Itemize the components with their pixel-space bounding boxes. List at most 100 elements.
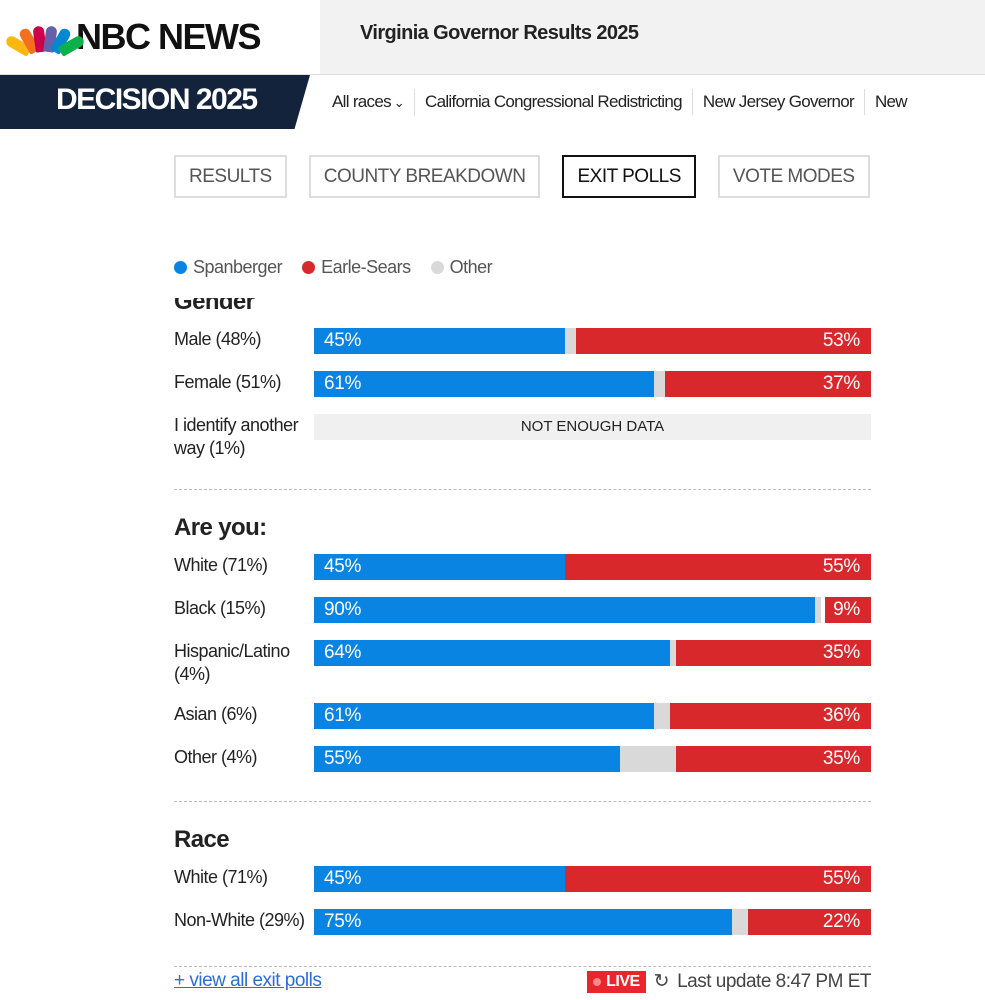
legend-label: Spanberger xyxy=(193,257,283,277)
spanberger-segment: 45% xyxy=(314,328,565,354)
spanberger-value: 45% xyxy=(324,330,362,351)
spanberger-value: 64% xyxy=(324,642,362,663)
brand-name: NBC NEWS xyxy=(76,16,262,57)
nav-items: All races ⌄ California Congressional Redi… xyxy=(322,75,908,129)
live-label: LIVE xyxy=(606,972,640,990)
tab-county-breakdown[interactable]: COUNTY BREAKDOWN xyxy=(308,155,541,198)
peacock-icon xyxy=(4,22,86,57)
spanberger-segment: 61% xyxy=(314,371,654,397)
result-bar: NOT ENOUGH DATA xyxy=(314,414,871,440)
top-header: NBC NEWS Virginia Governor Results 2025 xyxy=(0,0,985,74)
earle-sears-value: 9% xyxy=(833,599,860,620)
spanberger-segment: 64% xyxy=(314,640,671,666)
earle-sears-value: 55% xyxy=(822,556,860,577)
live-dot-icon xyxy=(593,977,602,986)
row-label: Other (4%) xyxy=(174,747,258,767)
legend-item: Spanberger xyxy=(174,257,283,278)
nav-item[interactable]: New xyxy=(874,92,908,111)
footer: + view all exit polls LIVE ↻ Last update… xyxy=(174,966,871,996)
earle-sears-segment: 22% xyxy=(748,909,871,935)
earle-sears-segment: 37% xyxy=(664,371,871,397)
tab-results[interactable]: RESULTS xyxy=(174,155,287,198)
result-bar: 45% 55% xyxy=(314,554,871,580)
poll-row: Female (51%) 61% 37% xyxy=(174,371,871,397)
legend-item: Earle-Sears xyxy=(302,257,411,278)
row-label: White (71%) xyxy=(174,867,268,887)
legend-dot-icon xyxy=(430,261,444,274)
result-bar: 61% 37% xyxy=(314,371,871,397)
row-label: I identify another way (1%) xyxy=(174,415,299,458)
earle-sears-segment: 55% xyxy=(564,554,871,580)
tab-exit-polls[interactable]: EXIT POLLS xyxy=(562,155,696,198)
tab-bar: RESULTS COUNTY BREAKDOWN EXIT POLLS VOTE MO… xyxy=(174,155,870,198)
result-bar: 61% 36% xyxy=(314,703,871,729)
row-label: Asian (6%) xyxy=(174,704,258,724)
result-bar: 75% 22% xyxy=(314,909,871,935)
nav-item[interactable]: New Jersey Governor xyxy=(693,89,865,115)
earle-sears-segment: 55% xyxy=(564,866,871,892)
spanberger-value: 90% xyxy=(324,599,362,620)
earle-sears-segment: 35% xyxy=(676,746,871,772)
poll-row: Asian (6%) 61% 36% xyxy=(174,703,871,729)
spanberger-value: 75% xyxy=(324,911,362,932)
result-bar: 45% 55% xyxy=(314,866,871,892)
earle-sears-value: 22% xyxy=(822,911,860,932)
earle-sears-value: 53% xyxy=(822,330,860,351)
spanberger-segment: 45% xyxy=(314,554,565,580)
poll-row: White (71%) 45% 55% xyxy=(174,554,871,580)
earle-sears-value: 55% xyxy=(822,868,860,889)
update-status: LIVE ↻ Last update 8:47 PM ET xyxy=(587,970,871,993)
earle-sears-segment: 9% xyxy=(820,597,871,623)
result-bar: 90% 9% xyxy=(314,597,871,623)
refresh-icon[interactable]: ↻ xyxy=(653,971,670,992)
poll-row: Male (48%) 45% 53% xyxy=(174,328,871,354)
spanberger-value: 45% xyxy=(324,868,362,889)
exit-poll-group: Race White (71%) 45% 55% Non-White (29%) 75% 2… xyxy=(174,824,871,943)
earle-sears-value: 36% xyxy=(822,705,860,726)
spanberger-segment: 45% xyxy=(314,866,565,892)
group-title: Gender xyxy=(174,298,255,315)
spanberger-segment: 55% xyxy=(314,746,621,772)
spanberger-value: 61% xyxy=(324,705,362,726)
nbc-news-logo[interactable]: NBC NEWS xyxy=(0,0,320,74)
other-segment xyxy=(564,328,576,354)
legend-label: Earle-Sears xyxy=(321,257,411,277)
spanberger-segment: 90% xyxy=(314,597,816,623)
legend-item: Other xyxy=(430,257,493,278)
view-all-exit-polls-link[interactable]: + view all exit polls xyxy=(174,970,322,991)
spanberger-segment: 61% xyxy=(314,703,654,729)
group-title: Are you: xyxy=(174,514,267,541)
group-title: Race xyxy=(174,826,230,853)
row-label: Black (15%) xyxy=(174,598,266,618)
nav-bar: DECISION 2025 All races ⌄ California Cong… xyxy=(0,74,985,129)
poll-row: Non-White (29%) 75% 22% xyxy=(174,909,871,935)
nav-item[interactable]: California Congressional Redistricting xyxy=(415,89,693,115)
poll-row: Hispanic/Latino (4%) 64% 35% xyxy=(174,640,871,686)
earle-sears-value: 37% xyxy=(822,373,860,394)
row-label: White (71%) xyxy=(174,555,268,575)
result-bar: 45% 53% xyxy=(314,328,871,354)
row-label: Male (48%) xyxy=(174,329,262,349)
exit-polls-list: Gender Male (48%) 45% 53% Female (51%) 61% 37%… xyxy=(174,298,871,943)
other-segment xyxy=(620,746,677,772)
live-badge: LIVE xyxy=(587,970,646,993)
earle-sears-segment: 53% xyxy=(575,328,871,354)
spanberger-segment: 75% xyxy=(314,909,732,935)
page-title: Virginia Governor Results 2025 xyxy=(360,22,639,44)
legend: Spanberger Earle-Sears Other xyxy=(174,257,493,278)
exit-poll-group: Are you: White (71%) 45% 55% Black (15%) 90% 9… xyxy=(174,512,871,802)
chevron-down-icon: ⌄ xyxy=(390,94,405,110)
other-segment xyxy=(653,371,665,397)
earle-sears-value: 35% xyxy=(822,642,860,663)
legend-label: Other xyxy=(449,257,493,277)
poll-row: Black (15%) 90% 9% xyxy=(174,597,871,623)
other-segment xyxy=(731,909,749,935)
decision-2025-logo[interactable]: DECISION 2025 xyxy=(0,75,310,129)
tab-vote-modes[interactable]: VOTE MODES xyxy=(717,155,870,198)
other-segment xyxy=(815,597,821,623)
exit-poll-group: Gender Male (48%) 45% 53% Female (51%) 61% 37%… xyxy=(174,298,871,490)
nav-item[interactable]: All races ⌄ xyxy=(322,88,415,116)
earle-sears-segment: 36% xyxy=(670,703,871,729)
last-update: Last update 8:47 PM ET xyxy=(677,970,871,992)
exit-polls-scroll-area[interactable]: Gender Male (48%) 45% 53% Female (51%) 61% 37%… xyxy=(174,298,874,943)
